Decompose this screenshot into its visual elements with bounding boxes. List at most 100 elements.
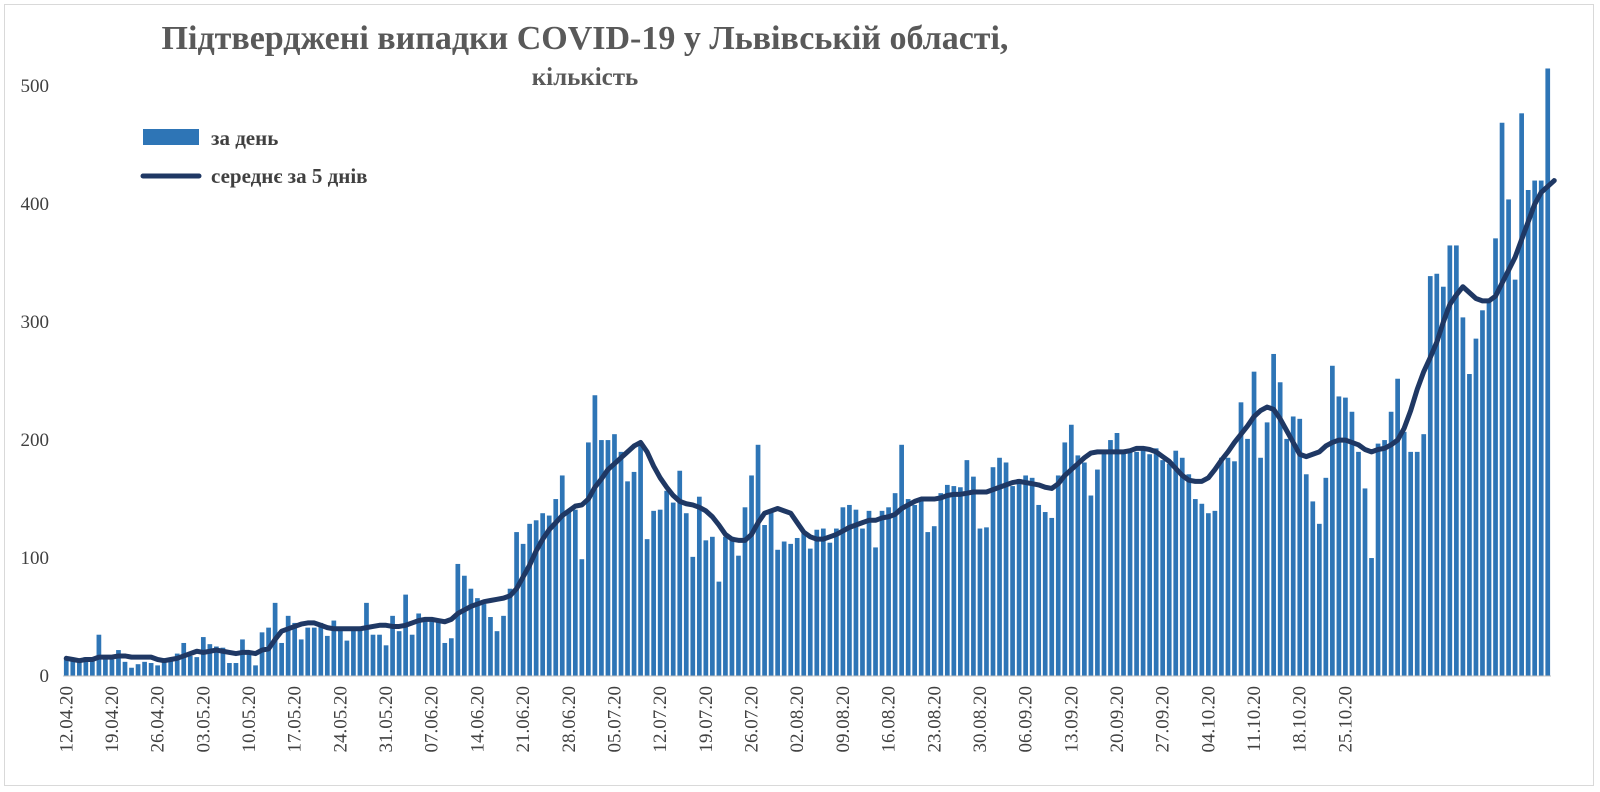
bar <box>1147 454 1152 676</box>
bar <box>1401 431 1407 676</box>
bar <box>442 642 448 676</box>
bar <box>129 667 134 676</box>
bar <box>1010 486 1015 676</box>
y-tick-label: 100 <box>21 548 50 569</box>
x-tick-label: 17.05.20 <box>285 686 306 753</box>
bar <box>1343 397 1348 676</box>
bar <box>174 653 180 676</box>
bar <box>729 536 735 676</box>
bar <box>1212 510 1218 676</box>
bar <box>749 475 754 676</box>
bar <box>572 509 578 676</box>
bar <box>240 639 245 676</box>
bar <box>233 663 239 676</box>
bar <box>214 646 219 676</box>
bar <box>866 510 872 676</box>
bar <box>220 647 226 676</box>
bar <box>618 451 624 676</box>
bar <box>781 541 787 676</box>
bar <box>1232 461 1237 676</box>
bar <box>853 509 859 676</box>
bar <box>507 588 513 676</box>
bar <box>1545 68 1551 677</box>
bar <box>977 528 983 676</box>
legend-bars-swatch <box>143 129 199 145</box>
bar <box>612 434 617 676</box>
bar <box>475 598 480 676</box>
bar <box>592 395 598 676</box>
bar <box>422 620 428 676</box>
bar <box>768 510 774 676</box>
bar <box>912 504 918 676</box>
bar <box>586 442 591 676</box>
x-tick-label: 27.09.20 <box>1153 686 1174 753</box>
bar <box>690 556 696 676</box>
bar <box>579 559 585 676</box>
bar <box>416 613 422 676</box>
bar <box>847 504 852 676</box>
bar <box>1506 199 1511 676</box>
bar <box>794 537 800 676</box>
bar <box>834 528 839 676</box>
bar <box>200 637 206 676</box>
bar <box>468 588 474 676</box>
legend-line-label: середнє за 5 днів <box>211 164 368 188</box>
bar <box>1519 113 1524 676</box>
y-axis: 0 100 200 300 400 500 <box>21 76 50 687</box>
x-tick-label: 23.08.20 <box>924 686 945 753</box>
bar <box>1192 499 1198 676</box>
bar <box>696 496 702 676</box>
bar <box>1016 479 1022 676</box>
bar <box>1375 443 1381 676</box>
bar <box>1140 448 1146 676</box>
bar <box>70 660 76 676</box>
bar <box>285 615 291 676</box>
bar <box>605 440 611 676</box>
bar <box>1427 276 1433 676</box>
bar <box>1068 424 1074 676</box>
y-tick-label: 300 <box>21 312 50 333</box>
x-tick-label: 12.07.20 <box>650 686 671 753</box>
bar <box>1271 353 1276 676</box>
x-tick-label: 05.07.20 <box>604 686 625 753</box>
bar <box>1323 477 1329 676</box>
x-tick-label: 06.09.20 <box>1016 686 1037 753</box>
x-tick-label: 14.06.20 <box>467 686 488 753</box>
bar <box>1447 245 1453 676</box>
bar <box>677 470 683 676</box>
x-tick-label: 28.06.20 <box>559 686 580 753</box>
bar <box>951 486 957 676</box>
bar <box>1284 438 1290 676</box>
bar <box>971 476 976 676</box>
x-tick-label: 16.08.20 <box>879 686 900 753</box>
bar <box>135 664 141 676</box>
x-tick-label: 25.10.20 <box>1335 686 1356 753</box>
bar <box>559 475 565 676</box>
bar <box>311 627 317 676</box>
bar <box>253 665 258 676</box>
bar <box>1303 474 1309 676</box>
chart-title: Підтверджені випадки COVID-19 у Львівськ… <box>162 20 1009 57</box>
bar <box>1121 451 1126 676</box>
bar <box>383 645 389 676</box>
x-tick-label: 24.05.20 <box>330 686 351 753</box>
bar <box>892 493 898 676</box>
bar <box>1173 450 1179 676</box>
bar <box>631 471 637 676</box>
bar <box>553 499 559 676</box>
bar <box>462 575 467 676</box>
bar <box>840 507 846 676</box>
x-tick-label: 18.10.20 <box>1290 686 1311 753</box>
bar <box>1336 396 1342 676</box>
bar <box>1525 189 1531 677</box>
bar <box>736 555 741 676</box>
bar <box>918 499 924 676</box>
bar <box>873 547 878 676</box>
bar <box>1238 402 1244 676</box>
bar <box>1388 411 1394 676</box>
bar <box>63 658 69 676</box>
bar <box>886 507 891 676</box>
bar <box>1538 180 1544 676</box>
bar <box>155 665 160 676</box>
chart-subtitle: кількість <box>532 64 639 91</box>
